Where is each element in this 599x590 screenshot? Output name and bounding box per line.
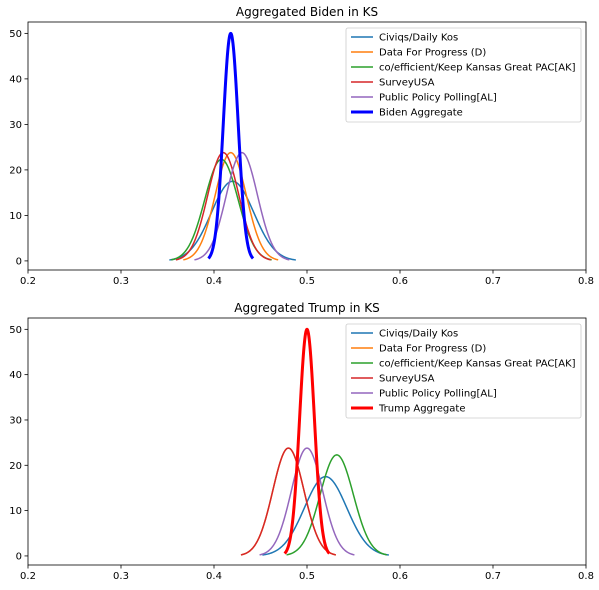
x-tick-label: 0.5 — [299, 571, 315, 582]
x-tick-label: 0.6 — [392, 571, 408, 582]
series-line-4 — [194, 151, 290, 261]
y-tick-label: 20 — [9, 165, 22, 176]
legend-label: Public Policy Polling[AL] — [379, 93, 497, 104]
legend-label: Data For Progress (D) — [379, 344, 486, 355]
legend: Civiqs/Daily Kos Data For Progress (D) co/… — [345, 27, 582, 123]
legend-label: co/efficient/Keep Kansas Great PAC[AK] — [379, 359, 576, 370]
chart-title: Aggregated Trump in KS — [234, 301, 379, 315]
x-tick-label: 0.5 — [299, 276, 315, 287]
y-tick-label: 10 — [9, 211, 22, 222]
series-line-4 — [259, 447, 355, 556]
series-line-2 — [286, 454, 388, 556]
x-tick-label: 0.4 — [206, 571, 222, 582]
legend-label: SurveyUSA — [379, 78, 435, 89]
legend-box — [345, 323, 582, 419]
chart-panel-1: Aggregated Biden in KS 0.2 0.3 0.4 0.5 0.6 0.7… — [9, 5, 594, 287]
legend-label: Civiqs/Daily Kos — [379, 33, 458, 44]
y-tick-label: 30 — [9, 415, 22, 426]
x-tick-label: 0.6 — [392, 276, 408, 287]
chart-panel-2: Aggregated Trump in KS 0.2 0.3 0.4 0.5 0.6 0.7… — [9, 301, 594, 582]
x-tick-label: 0.4 — [206, 276, 222, 287]
y-tick-label: 30 — [9, 120, 22, 131]
series-line-1 — [183, 151, 279, 261]
legend-label: Public Policy Polling[AL] — [379, 389, 497, 400]
y-tick-label: 0 — [16, 256, 22, 267]
y-tick-label: 20 — [9, 461, 22, 472]
x-tick-label: 0.7 — [485, 571, 501, 582]
legend-label: SurveyUSA — [379, 374, 435, 385]
x-tick-label: 0.2 — [20, 571, 36, 582]
y-tick-label: 0 — [16, 551, 22, 562]
series-line-3 — [175, 151, 271, 261]
legend-label: Trump Aggregate — [378, 404, 465, 415]
y-tick-label: 40 — [9, 74, 22, 85]
legend-label: Data For Progress (D) — [379, 48, 486, 59]
x-tick-label: 0.8 — [578, 571, 594, 582]
x-tick-label: 0.3 — [113, 571, 129, 582]
legend-label: Civiqs/Daily Kos — [379, 329, 458, 340]
x-tick-label: 0.7 — [485, 276, 501, 287]
legend-label: Biden Aggregate — [379, 108, 463, 119]
legend-label: co/efficient/Keep Kansas Great PAC[AK] — [379, 63, 576, 74]
x-tick-label: 0.8 — [578, 276, 594, 287]
chart-title: Aggregated Biden in KS — [236, 5, 378, 19]
legend-box — [345, 27, 582, 123]
x-tick-label: 0.2 — [20, 276, 36, 287]
y-tick-label: 50 — [9, 29, 22, 40]
x-tick-label: 0.3 — [113, 276, 129, 287]
series-line-5 — [283, 327, 331, 555]
y-tick-label: 10 — [9, 506, 22, 517]
y-tick-label: 40 — [9, 370, 22, 381]
series-line-3 — [240, 447, 336, 556]
y-tick-label: 50 — [9, 325, 22, 336]
legend: Civiqs/Daily Kos Data For Progress (D) co/… — [345, 323, 582, 419]
series-line-5 — [207, 31, 255, 260]
